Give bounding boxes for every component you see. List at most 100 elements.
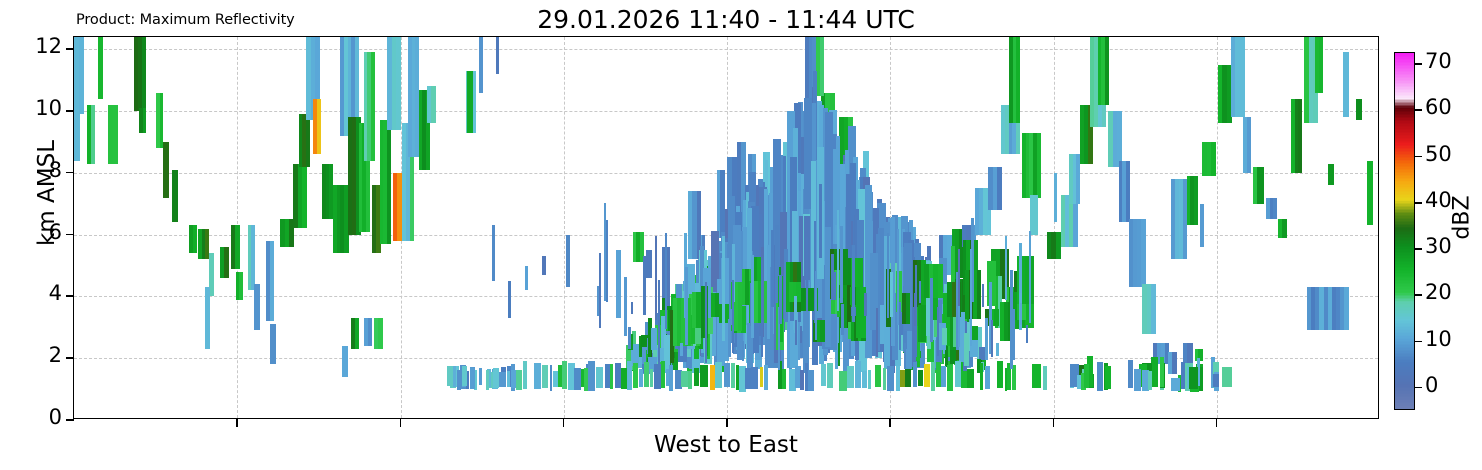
reflectivity-cell — [732, 244, 735, 302]
reflectivity-cell — [904, 243, 912, 331]
reflectivity-cell — [235, 225, 241, 269]
colorbar-band — [1395, 347, 1414, 350]
colorbar-tick-label: 10 — [1425, 326, 1452, 351]
colorbar-band — [1395, 92, 1414, 95]
colorbar-band — [1395, 146, 1414, 150]
reflectivity-cell — [700, 365, 708, 388]
reflectivity-cell — [1053, 172, 1057, 223]
reflectivity-cell — [1061, 194, 1066, 248]
reflectivity-cell — [661, 247, 667, 309]
colorbar-band — [1395, 284, 1414, 288]
reflectivity-cell — [1186, 367, 1192, 388]
reflectivity-cell — [654, 235, 658, 321]
colorbar-band — [1395, 209, 1414, 212]
reflectivity-cell — [426, 86, 432, 124]
reflectivity-cell — [141, 37, 147, 112]
reflectivity-cell — [966, 225, 972, 248]
reflectivity-cell — [1340, 287, 1346, 331]
reflectivity-cell — [900, 370, 905, 388]
x-tick-mark — [236, 419, 238, 427]
colorbar-band — [1395, 363, 1414, 366]
reflectivity-cell — [1171, 378, 1181, 391]
reflectivity-cell — [814, 271, 818, 341]
colorbar-band — [1395, 145, 1414, 148]
reflectivity-cell — [1012, 308, 1015, 361]
colorbar-band — [1395, 403, 1414, 407]
reflectivity-cell — [356, 117, 361, 235]
colorbar-band — [1395, 197, 1414, 200]
x-gridline — [1053, 37, 1056, 418]
reflectivity-cell — [924, 263, 930, 298]
reflectivity-cell — [387, 37, 393, 130]
colorbar-band — [1395, 235, 1414, 239]
colorbar-band — [1395, 53, 1414, 56]
reflectivity-cell — [991, 260, 997, 307]
colorbar-band — [1395, 302, 1414, 306]
colorbar-band — [1395, 319, 1414, 322]
colorbar-tick-mark — [1415, 340, 1422, 343]
colorbar-band — [1395, 296, 1414, 300]
colorbar-band — [1395, 192, 1414, 196]
colorbar-band — [1395, 163, 1414, 166]
reflectivity-cell — [1016, 37, 1021, 124]
reflectivity-cell — [696, 292, 702, 329]
reflectivity-cell — [588, 361, 596, 392]
reflectivity-cell — [1022, 132, 1027, 198]
reflectivity-cell — [1298, 98, 1303, 173]
reflectivity-cell — [815, 37, 821, 96]
colorbar-band — [1395, 234, 1414, 237]
reflectivity-cell — [648, 357, 657, 372]
reflectivity-cell — [1323, 287, 1329, 331]
colorbar-band — [1395, 338, 1414, 341]
reflectivity-cell — [728, 318, 731, 358]
colorbar-band — [1395, 118, 1414, 122]
reflectivity-cell — [800, 288, 806, 311]
colorbar-band — [1395, 120, 1414, 123]
reflectivity-cell — [840, 226, 843, 303]
reflectivity-cell — [1344, 287, 1350, 331]
colorbar-band — [1395, 189, 1414, 193]
colorbar-band — [1395, 378, 1414, 381]
colorbar-band — [1395, 390, 1414, 393]
reflectivity-cell — [789, 369, 796, 391]
reflectivity-cell — [235, 271, 240, 300]
reflectivity-cell — [660, 361, 666, 389]
reflectivity-cell — [409, 123, 415, 241]
colorbar-band — [1395, 281, 1414, 285]
reflectivity-cell — [972, 325, 979, 347]
colorbar-band — [1395, 108, 1414, 111]
reflectivity-cell — [722, 235, 725, 341]
reflectivity-cell — [855, 361, 862, 388]
reflectivity-cell — [877, 228, 885, 305]
reflectivity-cell — [782, 368, 787, 389]
colorbar-band — [1395, 367, 1414, 371]
reflectivity-cell — [860, 286, 866, 339]
reflectivity-cell — [478, 367, 483, 386]
reflectivity-cell — [630, 301, 634, 315]
reflectivity-cell — [350, 318, 356, 349]
colorbar-band — [1395, 314, 1414, 318]
reflectivity-cell — [890, 217, 895, 346]
colorbar-band — [1395, 105, 1414, 108]
x-gridline — [563, 37, 566, 418]
colorbar-band — [1395, 141, 1414, 144]
reflectivity-cell — [1186, 175, 1191, 226]
reflectivity-cell — [665, 232, 668, 330]
colorbar-band — [1395, 221, 1414, 224]
reflectivity-cell — [696, 191, 702, 260]
reflectivity-cell — [985, 365, 990, 389]
reflectivity-cell — [751, 367, 759, 389]
reflectivity-cell — [1069, 194, 1074, 248]
reflectivity-cell — [470, 368, 476, 389]
reflectivity-cell — [913, 293, 916, 327]
reflectivity-cell — [1269, 197, 1274, 220]
colorbar-band — [1395, 382, 1414, 386]
colorbar-band — [1395, 198, 1414, 202]
reflectivity-cell — [1266, 197, 1271, 220]
colorbar-band — [1395, 114, 1414, 117]
colorbar-band — [1395, 176, 1414, 180]
reflectivity-cell — [457, 370, 461, 390]
reflectivity-cell — [336, 185, 342, 254]
x-tick-mark — [726, 419, 728, 427]
